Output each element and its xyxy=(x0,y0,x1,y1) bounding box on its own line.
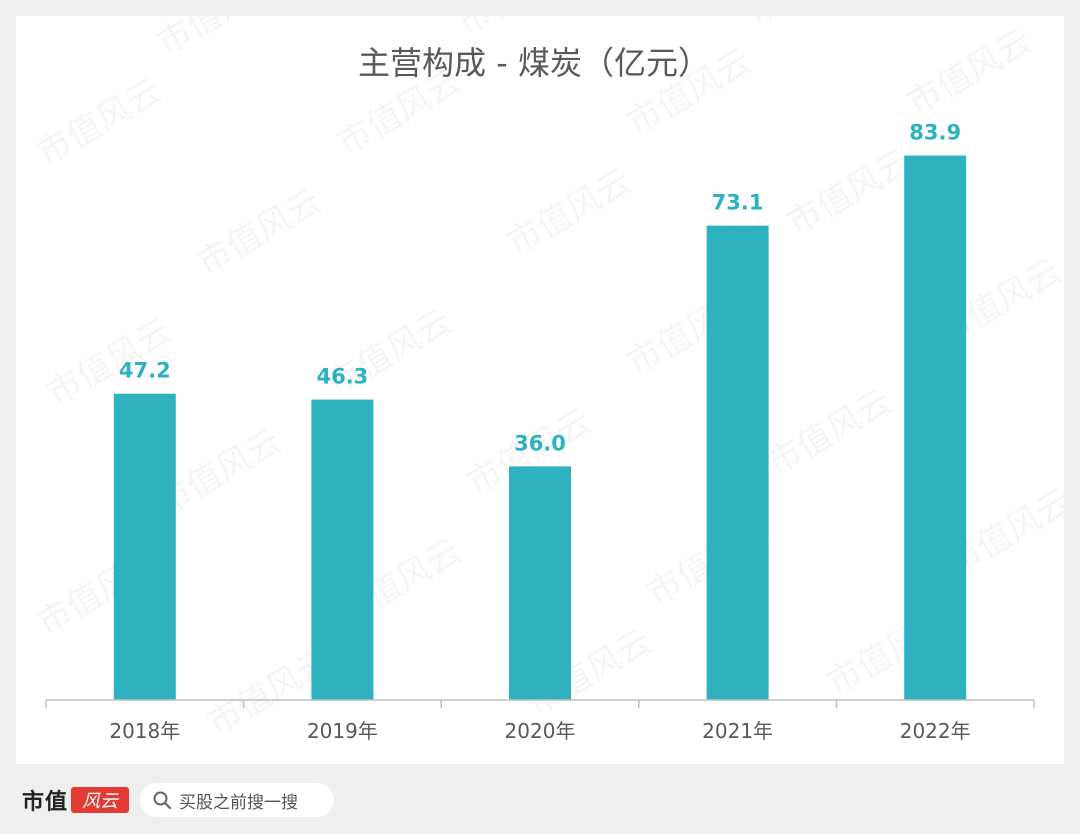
watermark-text: 市值风云 xyxy=(781,141,919,244)
bar xyxy=(311,399,374,700)
watermark-text: 市值风云 xyxy=(741,16,879,34)
watermark-text: 市值风云 xyxy=(191,181,329,284)
x-tick-label: 2018年 xyxy=(109,719,180,743)
chart-card: 市值风云 市值风云 市值风云 市值风云 市值风云 市值风云 市值风云 市值风云 市值风云 市值风云… xyxy=(16,16,1064,764)
bar xyxy=(113,393,176,700)
brand-text: 市值 xyxy=(22,789,69,815)
x-tick-label: 2019年 xyxy=(307,719,378,743)
bar-series: 47.2 46.3 36.0 73.1 83.9 xyxy=(113,121,967,701)
bar xyxy=(706,225,769,700)
brand-badge: 风云 xyxy=(71,787,130,813)
data-label: 73.1 xyxy=(712,191,764,215)
watermark-text: 市值风云 xyxy=(151,16,289,64)
x-tick-label: 2020年 xyxy=(505,719,576,743)
bar xyxy=(509,466,571,700)
watermark-text: 市值风云 xyxy=(501,161,639,264)
watermark-text: 市值风云 xyxy=(31,71,169,174)
x-axis: 2018年 2019年 2020年 2021年 2022年 xyxy=(45,699,1035,743)
x-tick-label: 2021年 xyxy=(702,719,773,743)
data-label: 47.2 xyxy=(119,359,171,383)
watermark-text: 市值风云 xyxy=(451,16,589,44)
brand-logo: 市值 风云 xyxy=(22,786,130,815)
watermark-text: 市值风云 xyxy=(901,21,1039,124)
watermark-text: 市值风云 xyxy=(761,381,899,484)
bar xyxy=(904,155,967,701)
search-button[interactable]: 买股之前搜一搜 xyxy=(140,783,334,817)
data-label: 83.9 xyxy=(909,121,961,145)
footer-bar: 市值 风云 买股之前搜一搜 xyxy=(0,764,1080,834)
x-tick-label: 2022年 xyxy=(900,719,971,743)
chart-title: 主营构成 - 煤炭（亿元） xyxy=(358,44,710,82)
search-icon xyxy=(153,791,172,810)
data-label: 36.0 xyxy=(514,431,566,455)
data-label: 46.3 xyxy=(316,365,368,389)
search-label: 买股之前搜一搜 xyxy=(179,792,298,813)
